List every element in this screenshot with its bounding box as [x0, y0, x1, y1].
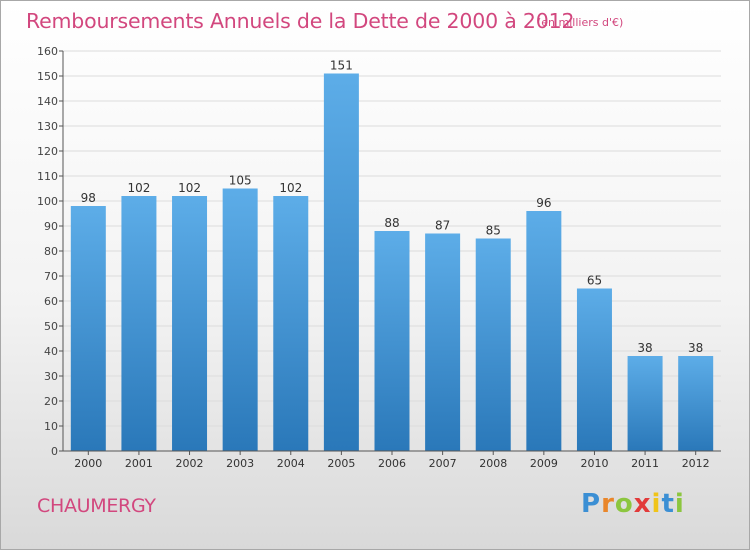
y-tick-label: 60 — [44, 295, 58, 308]
x-tick-label: 2005 — [327, 457, 355, 470]
logo-letter: x — [633, 489, 652, 519]
logo-letter: r — [601, 489, 615, 519]
chart-title: Remboursements Annuels de la Dette de 20… — [26, 9, 575, 33]
data-label-2001: 102 — [127, 181, 150, 195]
y-tick-label: 70 — [44, 270, 58, 283]
logo-letter: P — [581, 489, 602, 519]
y-tick-label: 0 — [51, 445, 58, 458]
bar-2001 — [121, 196, 157, 451]
logo-letter: t — [661, 489, 675, 519]
y-tick-label: 120 — [37, 145, 58, 158]
data-label-2000: 98 — [81, 191, 96, 205]
data-label-2009: 96 — [536, 196, 551, 210]
bar-2006 — [374, 231, 410, 451]
data-label-2003: 105 — [229, 174, 252, 188]
y-tick-label: 110 — [37, 170, 58, 183]
data-label-2006: 88 — [384, 216, 399, 230]
data-label-2007: 87 — [435, 219, 450, 233]
bar-2008 — [475, 238, 511, 451]
x-tick-label: 2004 — [277, 457, 305, 470]
logo-letter: i — [651, 489, 662, 519]
x-tick-label: 2009 — [530, 457, 558, 470]
x-tick-label: 2008 — [479, 457, 507, 470]
data-label-2004: 102 — [279, 181, 302, 195]
y-tick-label: 80 — [44, 245, 58, 258]
chart-unit: (en milliers d'€) — [537, 16, 624, 29]
y-tick-label: 140 — [37, 95, 58, 108]
bar-2005 — [323, 73, 359, 451]
bar-2009 — [526, 211, 562, 451]
data-label-2008: 85 — [486, 224, 501, 238]
x-tick-label: 2000 — [74, 457, 102, 470]
x-tick-label: 2003 — [226, 457, 254, 470]
y-tick-label: 130 — [37, 120, 58, 133]
data-label-2002: 102 — [178, 181, 201, 195]
y-tick-label: 10 — [44, 420, 58, 433]
y-tick-label: 50 — [44, 320, 58, 333]
bar-2003 — [222, 188, 258, 451]
x-tick-label: 2002 — [176, 457, 204, 470]
y-tick-label: 150 — [37, 70, 58, 83]
y-tick-label: 90 — [44, 220, 58, 233]
bar-2011 — [627, 356, 663, 451]
data-label-2012: 38 — [688, 341, 703, 355]
x-tick-label: 2001 — [125, 457, 153, 470]
bars: 98 102 102 105 102 151 88 87 85 96 65 38 38 — [70, 59, 714, 451]
bar-2012 — [678, 356, 714, 451]
proxiti-logo: Proxiti — [581, 489, 685, 519]
x-tick-label: 2011 — [631, 457, 659, 470]
data-label-2011: 38 — [637, 341, 652, 355]
axes: 0 10 20 30 40 50 60 70 80 90 100 110 120 130 140 150 160… — [37, 45, 721, 470]
bar-2010 — [576, 288, 612, 451]
y-tick-label: 30 — [44, 370, 58, 383]
x-tick-label: 2010 — [580, 457, 608, 470]
x-tick-label: 2012 — [682, 457, 710, 470]
data-label-2010: 65 — [587, 274, 602, 288]
y-tick-label: 100 — [37, 195, 58, 208]
y-tick-label: 40 — [44, 345, 58, 358]
bar-2007 — [425, 233, 461, 451]
y-tick-label: 160 — [37, 45, 58, 58]
x-tick-label: 2007 — [429, 457, 457, 470]
logo-letter: o — [614, 489, 634, 519]
commune-name: CHAUMERGY — [37, 495, 156, 517]
bar-2000 — [70, 206, 106, 451]
data-label-2005: 151 — [330, 59, 353, 73]
logo-letter: i — [674, 489, 685, 519]
y-tick-label: 20 — [44, 395, 58, 408]
bar-2002 — [172, 196, 208, 451]
x-tick-label: 2006 — [378, 457, 406, 470]
bar-2004 — [273, 196, 309, 451]
